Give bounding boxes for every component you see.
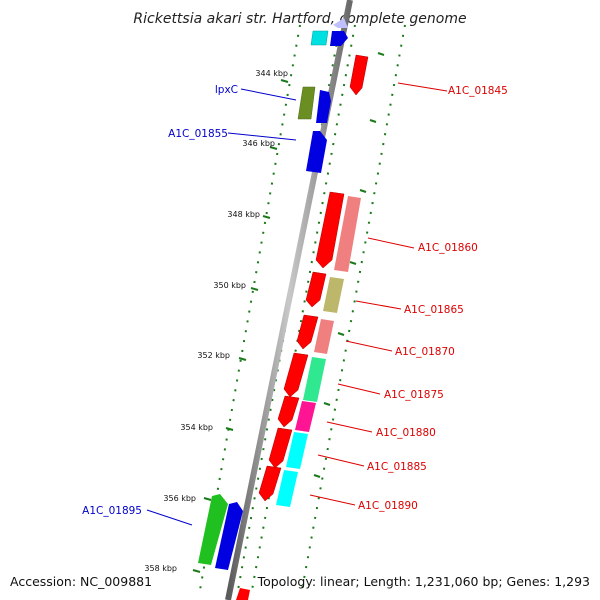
gene-label-A1C-01880[interactable]: A1C_01880	[376, 427, 436, 439]
gene-top-cyan[interactable]	[310, 30, 329, 46]
gene-label-A1C-01845[interactable]: A1C_01845	[448, 85, 508, 97]
gene-label-A1C-01890[interactable]: A1C_01890	[358, 500, 418, 512]
tick-label-346: 346 kbp	[242, 139, 275, 148]
right-label-connectors	[309, 82, 448, 506]
gene-label-A1C-01870[interactable]: A1C_01870	[395, 346, 455, 358]
gene-lpxC-blue[interactable]	[316, 90, 331, 123]
gene-label-A1C-01860[interactable]: A1C_01860	[418, 242, 478, 254]
tick-label-344: 344 kbp	[255, 69, 288, 78]
reverse-genes	[236, 54, 369, 600]
gene-A1C-01870-red[interactable]	[296, 314, 319, 350]
gene-A1C-01875-red[interactable]	[283, 352, 309, 398]
tick-label-354: 354 kbp	[180, 423, 213, 432]
gene-top-lavender[interactable]	[333, 18, 348, 28]
map-title: Rickettsia akari str. Hartford, complete…	[133, 11, 466, 27]
gene-A1C-01865-khaki[interactable]	[323, 277, 344, 313]
gene-A1C-01885-red[interactable]	[268, 427, 293, 469]
tick-label-358: 358 kbp	[144, 564, 177, 573]
gene-A1C-01885-cyan[interactable]	[286, 432, 308, 469]
left-label-connectors	[146, 88, 297, 526]
gene-A1C-01895-green[interactable]	[198, 494, 228, 565]
gene-A1C-01880-red[interactable]	[277, 395, 300, 428]
tick-label-352: 352 kbp	[197, 351, 230, 360]
gene-A1C-01865-red[interactable]	[305, 271, 327, 308]
tick-label-356: 356 kbp	[163, 494, 196, 503]
gene-lpxC-olive[interactable]	[297, 86, 316, 120]
tick-label-350: 350 kbp	[213, 281, 246, 290]
gene-A1C-01890-cyan[interactable]	[276, 470, 298, 507]
gene-label-A1C-01875[interactable]: A1C_01875	[384, 389, 444, 401]
forward-genes	[198, 18, 348, 570]
gene-A1C-01890-red[interactable]	[258, 465, 282, 502]
gene-label-A1C-01885[interactable]: A1C_01885	[367, 461, 427, 473]
gene-A1C-01880-magenta[interactable]	[295, 401, 316, 432]
gene-label-lpxC[interactable]: lpxC	[215, 84, 238, 96]
tick-label-348: 348 kbp	[227, 210, 260, 219]
genome-summary-text: Topology: linear; Length: 1,231,060 bp; …	[257, 574, 590, 589]
gene-A1C-01845[interactable]	[349, 54, 369, 96]
gene-A1C-01870-pink[interactable]	[314, 319, 334, 354]
gene-top-blue[interactable]	[330, 31, 348, 46]
gene-label-A1C-01895[interactable]: A1C_01895	[82, 505, 142, 517]
gene-A1C-01855[interactable]	[306, 131, 327, 173]
gene-A1C-01860-red[interactable]	[315, 191, 345, 269]
gene-bottom-red[interactable]	[236, 588, 250, 600]
gene-label-A1C-01855[interactable]: A1C_01855	[168, 128, 228, 140]
accession-text: Accession: NC_009881	[10, 574, 152, 589]
gene-A1C-01860-pink[interactable]	[334, 196, 361, 272]
gene-label-A1C-01865[interactable]: A1C_01865	[404, 304, 464, 316]
gene-A1C-01895-blue[interactable]	[215, 502, 243, 570]
gene-A1C-01875-green[interactable]	[303, 357, 326, 402]
tick-marks	[192, 52, 385, 573]
